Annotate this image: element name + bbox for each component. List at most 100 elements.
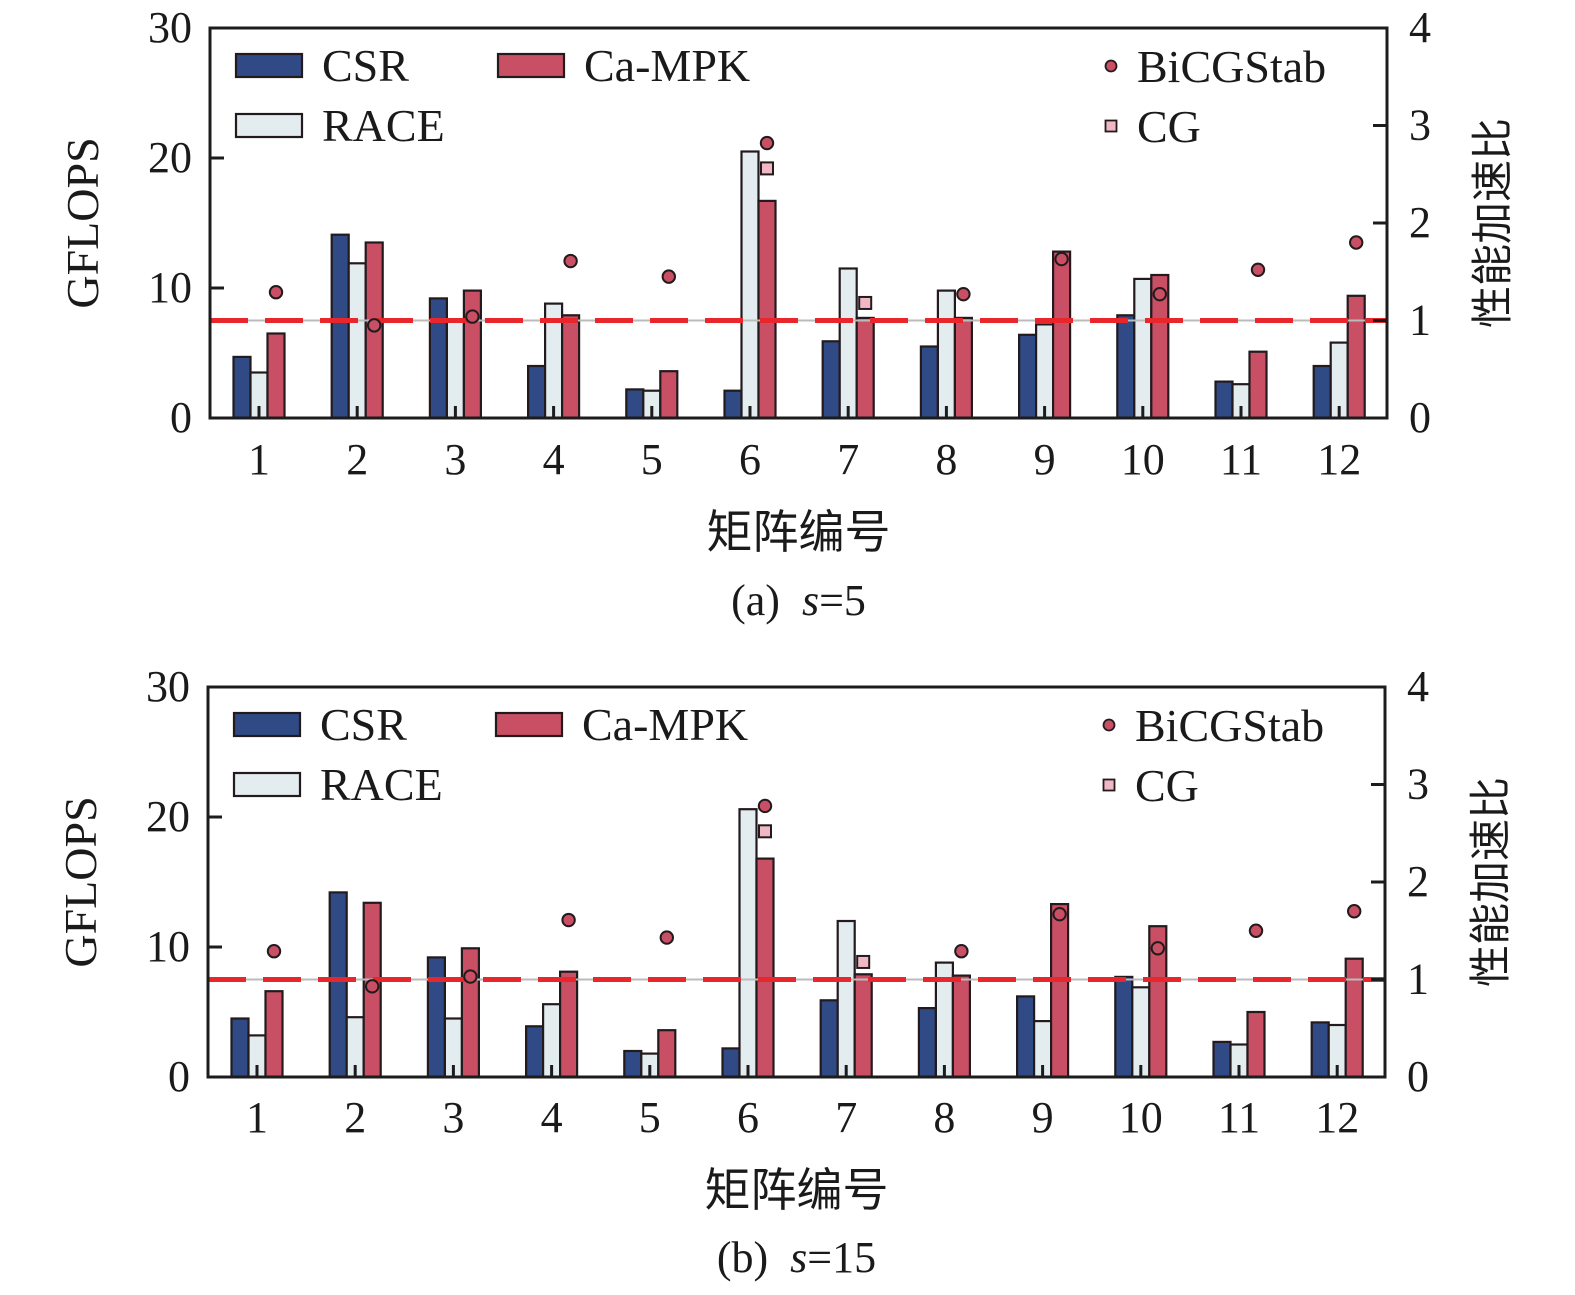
legend-swatch-ca-mpk: [494, 711, 564, 738]
caption-label: (b): [717, 1233, 768, 1282]
y-tick-label: 0: [168, 1052, 190, 1101]
bar-csr-6: [723, 389, 743, 420]
x-tick-label: 3: [442, 1093, 464, 1142]
y-axis-title: GFLOPS: [57, 137, 108, 308]
x-tick-label: 9: [1034, 435, 1056, 484]
x-tick-label: 11: [1220, 435, 1262, 484]
bar-ca-mpk-12: [1344, 957, 1364, 1079]
legend-swatch-csr: [232, 711, 302, 738]
y2-tick-label: 4: [1407, 662, 1429, 711]
bar-csr-9: [1015, 995, 1036, 1079]
bar-race-6: [740, 150, 760, 420]
bars-group: [230, 808, 1364, 1079]
legend-label: CSR: [322, 40, 409, 91]
marker-bicgstab-1: [266, 944, 282, 959]
y-tick-label: 30: [146, 662, 190, 711]
x-tick-label: 5: [639, 1093, 661, 1142]
marker-bicgstab-9: [1052, 906, 1067, 922]
legend-item-csr: CSR: [234, 40, 409, 91]
caption-label: (a): [731, 576, 780, 625]
y-tick-label: 10: [148, 263, 192, 312]
legend-item-cg: CG: [1104, 101, 1201, 152]
x-tick-label: 8: [933, 1093, 955, 1142]
caption-variable: s: [790, 1233, 807, 1282]
y-tick-label: 0: [170, 393, 192, 442]
legend-marker-circle-icon: [1102, 718, 1116, 732]
marker-bicgstab-4: [561, 912, 576, 928]
marker-bicgstab-1: [268, 285, 284, 300]
bar-ca-mpk-1: [264, 990, 284, 1079]
x-tick-label: 10: [1119, 1093, 1163, 1142]
bar-ca-mpk-6: [757, 199, 777, 420]
x-tick-label: 12: [1315, 1093, 1359, 1142]
marker-bicgstab-4: [563, 253, 578, 269]
marker-bicgstab-2: [365, 979, 380, 994]
bar-csr-4: [524, 1025, 545, 1079]
x-tick-label: 8: [935, 435, 957, 484]
y-tick-label: 30: [148, 3, 192, 52]
bar-ca-mpk-9: [1051, 250, 1072, 420]
x-tick-label: 2: [346, 435, 368, 484]
bar-csr-5: [623, 1049, 643, 1079]
marker-cg-6: [760, 161, 774, 176]
bar-csr-8: [917, 1006, 938, 1079]
marker-bicgstab-12: [1349, 235, 1364, 250]
legend-swatch-csr: [234, 52, 304, 79]
caption-value: =15: [807, 1233, 876, 1282]
legend-label: Ca-MPK: [582, 699, 748, 750]
y2-tick-label: 2: [1407, 857, 1429, 906]
bar-ca-mpk-7: [853, 973, 873, 1079]
panel-caption: (b) s=15: [717, 1233, 876, 1282]
marker-bicgstab-9: [1054, 251, 1069, 267]
marker-bicgstab-6: [759, 135, 775, 151]
bar-csr-1: [232, 355, 252, 420]
y2-tick-label: 2: [1409, 198, 1431, 247]
legend-item-race: RACE: [234, 100, 445, 151]
bar-csr-11: [1212, 1040, 1232, 1079]
bar-csr-12: [1310, 1021, 1330, 1079]
bar-csr-6: [721, 1047, 741, 1079]
y-tick-label: 20: [148, 133, 192, 182]
bar-csr-2: [328, 891, 348, 1079]
bar-ca-mpk-8: [953, 316, 974, 420]
y2-tick-label: 3: [1407, 760, 1429, 809]
bar-ca-mpk-5: [659, 370, 679, 420]
bar-race-2: [347, 262, 367, 420]
legend-item-bicgstab: BiCGStab: [1102, 700, 1324, 751]
legend-marker-circle-icon: [1104, 59, 1118, 73]
bar-ca-mpk-9: [1049, 902, 1070, 1079]
bar-csr-9: [1017, 333, 1038, 420]
legend-label: CSR: [320, 699, 407, 750]
bar-csr-10: [1116, 314, 1136, 420]
bar-csr-5: [625, 388, 645, 420]
legend-item-ca-mpk: Ca-MPK: [496, 40, 750, 91]
bar-csr-2: [330, 233, 350, 420]
marker-bicgstab-12: [1347, 904, 1362, 919]
bar-ca-mpk-11: [1248, 350, 1268, 420]
marker-bicgstab-6: [757, 798, 773, 814]
legend-label: BiCGStab: [1135, 700, 1324, 751]
marker-bicgstab-2: [367, 318, 382, 333]
x-axis-title: 矩阵编号: [705, 1163, 889, 1217]
legend-label: Ca-MPK: [584, 40, 750, 91]
x-tick-label: 10: [1121, 435, 1165, 484]
bar-race-7: [838, 267, 858, 420]
legend-item-ca-mpk: Ca-MPK: [494, 699, 748, 750]
marker-bicgstab-11: [1250, 262, 1266, 277]
x-tick-label: 12: [1317, 435, 1361, 484]
marker-cg-6: [758, 824, 772, 839]
y2-axis-title: 性能加速比: [1466, 777, 1515, 987]
bar-ca-mpk-3: [460, 947, 480, 1079]
legend-swatch-race: [234, 112, 304, 139]
x-tick-label: 7: [837, 435, 859, 484]
legend-swatch-race: [232, 771, 302, 798]
legend-item-bicgstab: BiCGStab: [1104, 41, 1326, 92]
x-tick-label: 3: [444, 435, 466, 484]
y2-axis-title: 性能加速比: [1468, 118, 1517, 328]
bar-ca-mpk-1: [266, 332, 286, 420]
legend-label: RACE: [322, 100, 445, 151]
legend: CSR RACE Ca-MPK BiCGStab CG: [234, 40, 1326, 152]
x-tick-label: 7: [835, 1093, 857, 1142]
